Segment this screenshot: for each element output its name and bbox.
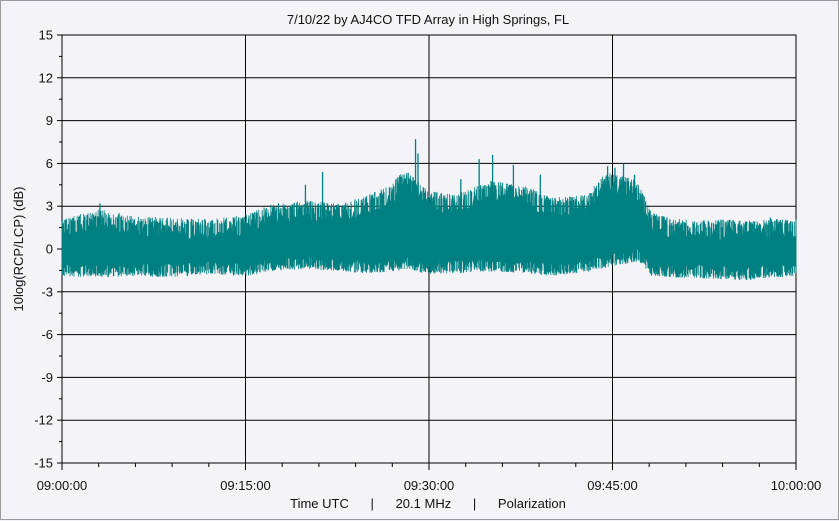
y-tick-label: 0 <box>46 242 53 257</box>
y-tick-label: -9 <box>41 370 53 385</box>
x-tick-label: 09:45:00 <box>587 478 638 493</box>
y-tick-label: 9 <box>46 113 53 128</box>
x-tick-label: 10:00:00 <box>771 478 822 493</box>
series-polarization <box>61 139 797 281</box>
y-tick-label: -3 <box>41 284 53 299</box>
y-tick-label: 15 <box>39 28 53 43</box>
x-axis-label: Time UTC | 20.1 MHz | Polarization <box>290 496 566 511</box>
y-axis-label: 10log(RCP/LCP) (dB) <box>11 187 26 312</box>
x-tick-label: 09:15:00 <box>220 478 271 493</box>
y-axis-ticks: 15 12 9 6 3 0 -3 -6 -9 -12 -15 <box>34 28 62 471</box>
y-tick-label: -6 <box>41 327 53 342</box>
y-tick-label: 12 <box>39 70 53 85</box>
data-noise <box>61 172 797 281</box>
y-tick-label: 6 <box>46 156 53 171</box>
x-axis-ticks: 09:00:00 09:15:00 09:30:00 09:45:00 10:00:00 <box>37 463 822 493</box>
x-tick-label: 09:30:00 <box>404 478 455 493</box>
y-tick-label: 3 <box>46 199 53 214</box>
chart-title: 7/10/22 by AJ4CO TFD Array in High Sprin… <box>287 12 569 27</box>
y-tick-label: -15 <box>34 456 53 471</box>
y-tick-label: -12 <box>34 413 53 428</box>
x-tick-label: 09:00:00 <box>37 478 88 493</box>
